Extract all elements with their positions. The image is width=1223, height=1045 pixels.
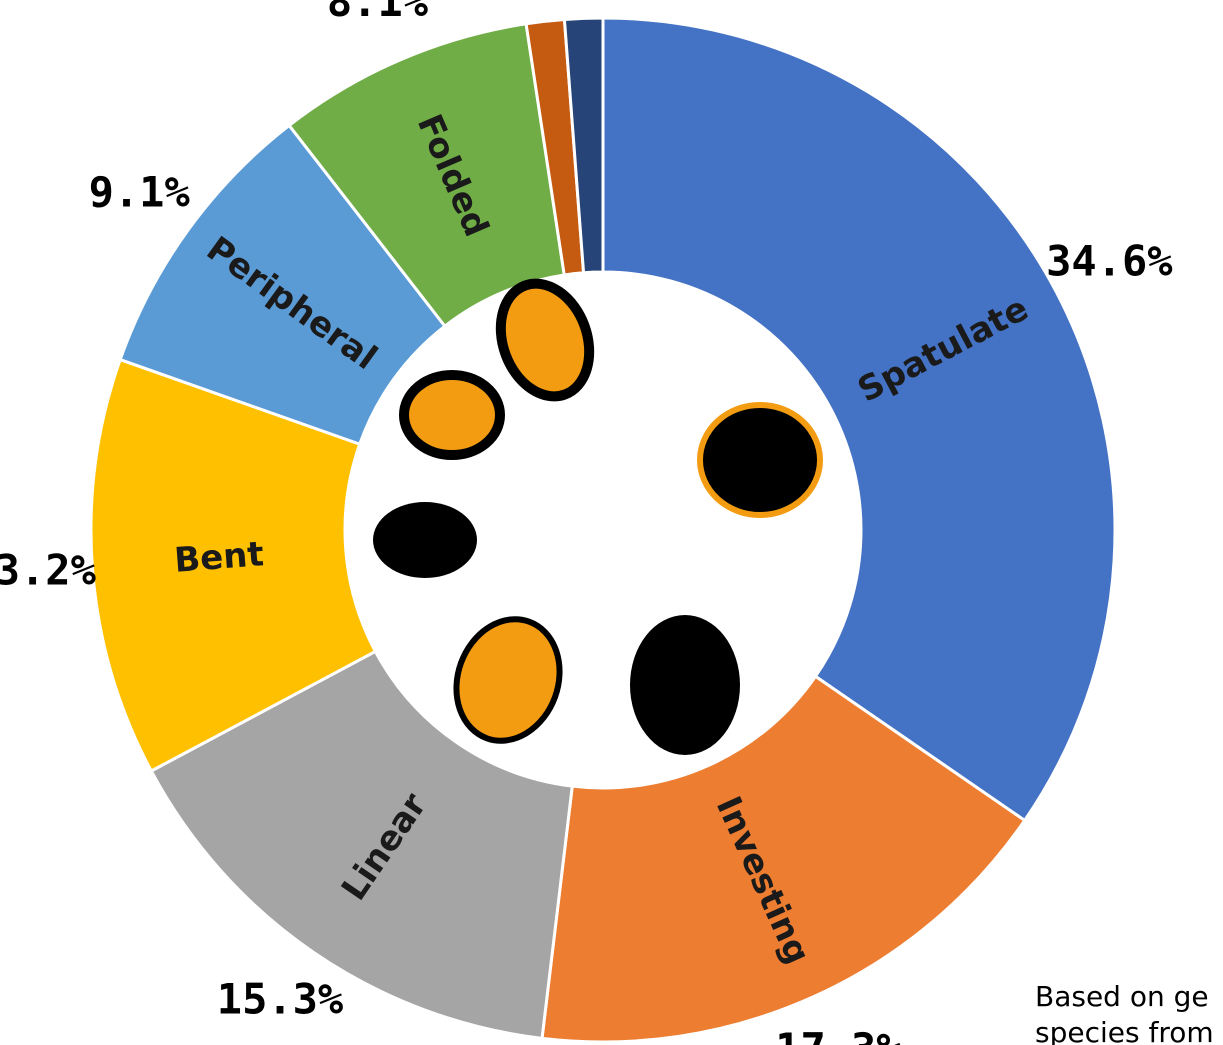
icon <box>630 615 740 755</box>
note: Based on ge <box>1035 980 1209 1013</box>
value-label: 34.6% <box>1046 236 1172 285</box>
icon <box>697 402 823 518</box>
slice <box>149 649 574 1041</box>
value-label: 9.1% <box>89 168 190 217</box>
slice <box>562 16 605 275</box>
icon <box>373 502 477 578</box>
category-label: Bent <box>173 534 265 581</box>
icon <box>453 616 563 744</box>
value-label: 8.1% <box>327 0 428 26</box>
icon <box>399 370 505 460</box>
value-label: 17.3% <box>775 1024 901 1045</box>
icon <box>495 278 595 402</box>
slice <box>89 357 378 774</box>
slice <box>601 16 1117 823</box>
note: species from <box>1035 1016 1214 1045</box>
slice <box>540 674 1027 1044</box>
stomata-icons <box>373 278 823 755</box>
slices <box>89 16 1117 1044</box>
value-label: 13.2% <box>0 546 96 595</box>
value-label: 15.3% <box>217 975 343 1024</box>
